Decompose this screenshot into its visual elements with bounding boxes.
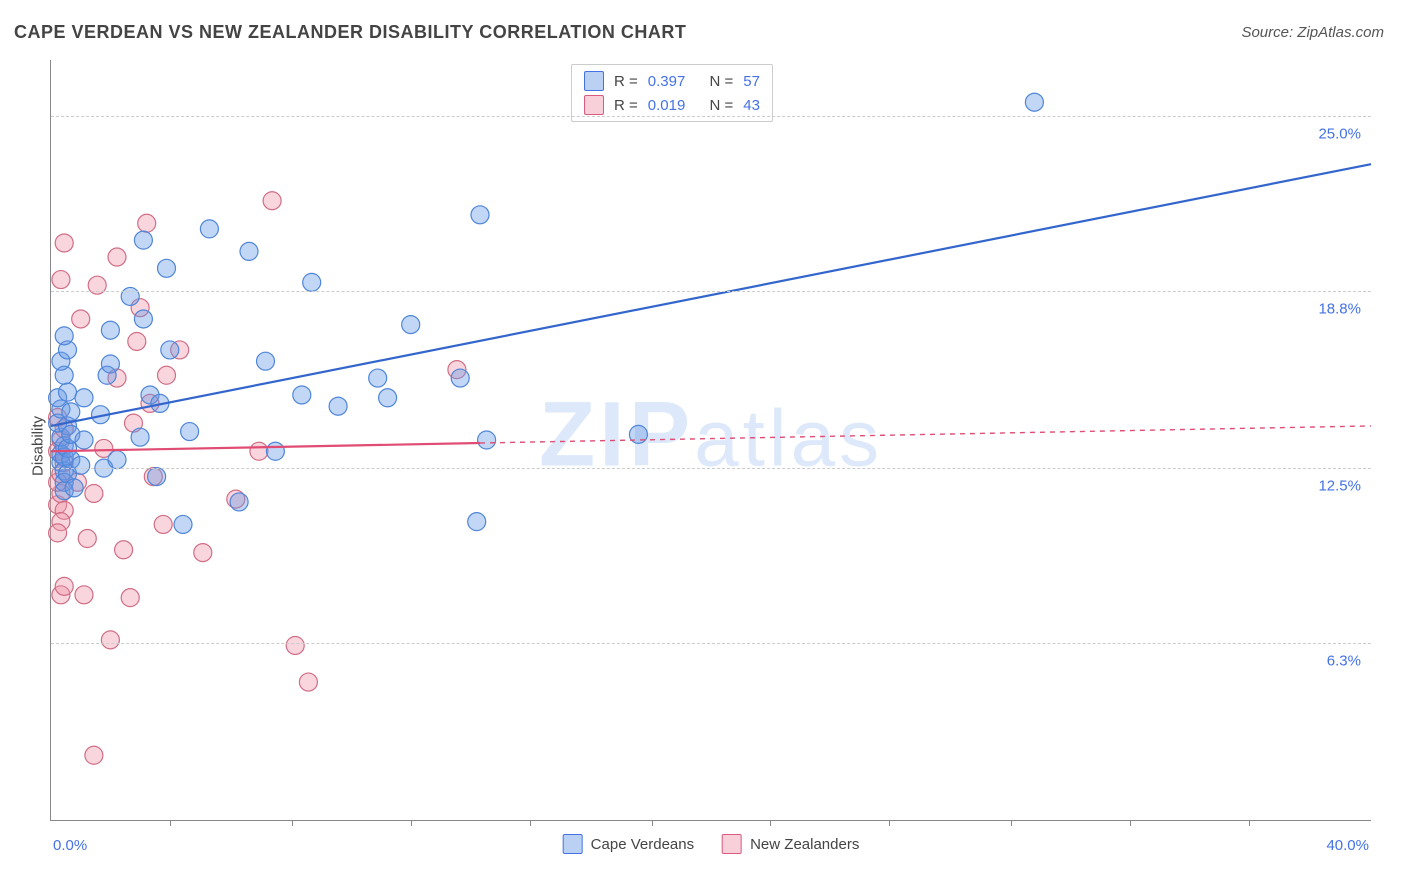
x-tick bbox=[889, 820, 890, 826]
legend-label: Cape Verdeans bbox=[591, 836, 694, 853]
gridline bbox=[51, 291, 1371, 292]
x-tick bbox=[1011, 820, 1012, 826]
x-tick bbox=[411, 820, 412, 826]
swatch-icon bbox=[722, 834, 742, 854]
x-tick bbox=[1249, 820, 1250, 826]
stat-value: 0.019 bbox=[648, 97, 686, 114]
stat-label: R = bbox=[614, 73, 638, 90]
stat-label: R = bbox=[614, 97, 638, 114]
legend-item: New Zealanders bbox=[722, 834, 859, 854]
legend-row: R = 0.019 N = 43 bbox=[584, 93, 760, 117]
y-tick-label: 18.8% bbox=[1318, 300, 1361, 317]
stat-value: 57 bbox=[743, 73, 760, 90]
x-tick bbox=[1130, 820, 1131, 826]
legend-label: New Zealanders bbox=[750, 836, 859, 853]
swatch-icon bbox=[563, 834, 583, 854]
swatch-icon bbox=[584, 71, 604, 91]
y-axis-label: Disability bbox=[30, 416, 47, 476]
plot-area: ZIPatlas R = 0.397 N = 57 R = 0.019 N = … bbox=[50, 60, 1371, 821]
y-tick-label: 6.3% bbox=[1327, 652, 1361, 669]
x-tick-label: 0.0% bbox=[53, 837, 87, 854]
gridline bbox=[51, 116, 1371, 117]
x-tick bbox=[652, 820, 653, 826]
x-tick bbox=[530, 820, 531, 826]
gridline bbox=[51, 468, 1371, 469]
stat-label: N = bbox=[709, 73, 733, 90]
x-tick bbox=[292, 820, 293, 826]
source-credit: Source: ZipAtlas.com bbox=[1241, 24, 1384, 41]
legend-series: Cape Verdeans New Zealanders bbox=[563, 834, 860, 854]
swatch-icon bbox=[584, 95, 604, 115]
y-tick-label: 12.5% bbox=[1318, 478, 1361, 495]
x-tick-label: 40.0% bbox=[1326, 837, 1369, 854]
legend-row: R = 0.397 N = 57 bbox=[584, 69, 760, 93]
legend-stats: R = 0.397 N = 57 R = 0.019 N = 43 bbox=[571, 64, 773, 122]
y-tick-label: 25.0% bbox=[1318, 126, 1361, 143]
stat-label: N = bbox=[709, 97, 733, 114]
chart-title: CAPE VERDEAN VS NEW ZEALANDER DISABILITY… bbox=[14, 22, 686, 43]
legend-item: Cape Verdeans bbox=[563, 834, 694, 854]
scatter-svg bbox=[51, 60, 1371, 820]
gridline bbox=[51, 643, 1371, 644]
stat-value: 0.397 bbox=[648, 73, 686, 90]
x-tick bbox=[170, 820, 171, 826]
stat-value: 43 bbox=[743, 97, 760, 114]
x-tick bbox=[770, 820, 771, 826]
chart-container: CAPE VERDEAN VS NEW ZEALANDER DISABILITY… bbox=[0, 0, 1406, 892]
